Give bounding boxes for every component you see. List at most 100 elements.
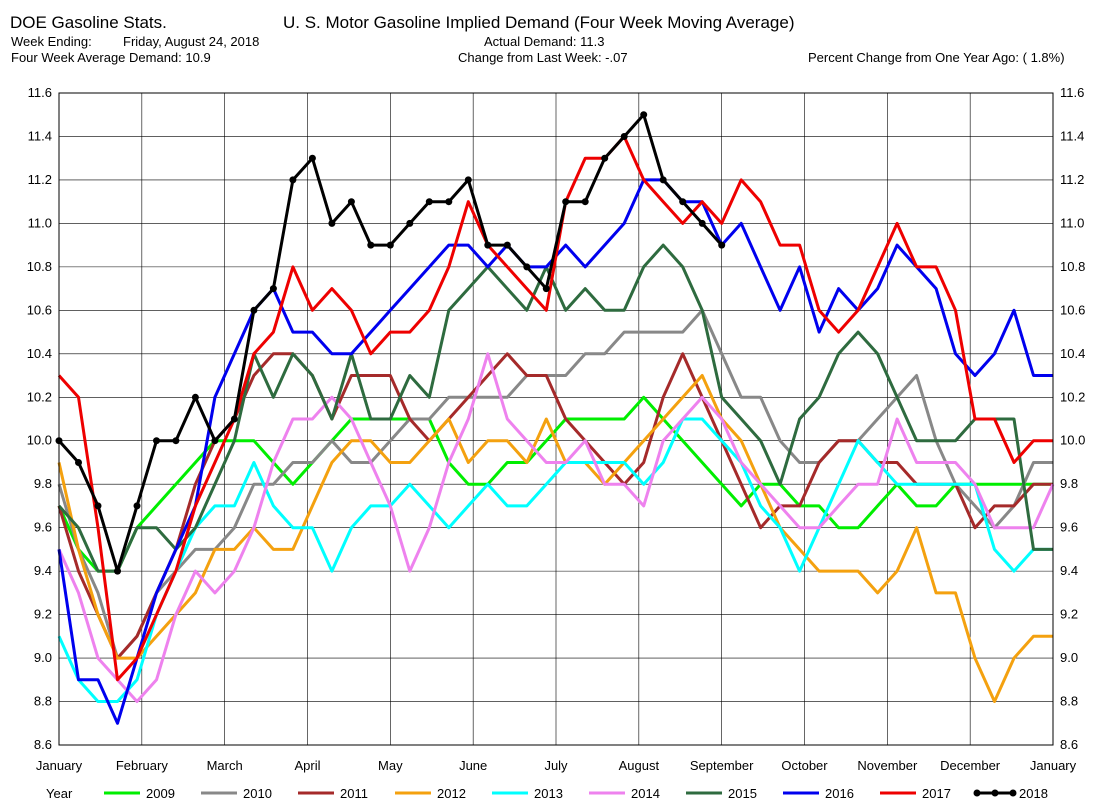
chart-title: U. S. Motor Gasoline Implied Demand (Fou… — [283, 13, 795, 32]
data-point-2018 — [230, 415, 238, 423]
legend-label-2016: 2016 — [825, 786, 854, 801]
series-line-2012 — [57, 374, 1053, 703]
legend-label-2015: 2015 — [728, 786, 757, 801]
legend-label-2018: 2018 — [1019, 786, 1048, 801]
x-tick-label: January — [1030, 758, 1077, 773]
y-tick-label-right: 10.4 — [1060, 346, 1085, 361]
y-tick-label-left: 11.2 — [28, 172, 52, 187]
data-point-2018 — [523, 263, 531, 271]
data-point-2018 — [679, 198, 687, 206]
data-point-2018 — [406, 219, 414, 227]
y-tick-label-right: 9.6 — [1060, 520, 1078, 535]
series-layer — [55, 111, 1055, 725]
data-point-2018 — [581, 198, 589, 206]
legend-label-2009: 2009 — [146, 786, 175, 801]
data-point-2018 — [425, 198, 433, 206]
data-point-2018 — [698, 219, 706, 227]
data-point-2018 — [562, 198, 570, 206]
y-tick-label-right: 8.6 — [1060, 737, 1078, 752]
y-tick-label-left: 9.2 — [34, 607, 52, 622]
y-tick-label-left: 9.6 — [34, 520, 52, 535]
data-point-2018 — [640, 111, 648, 119]
data-point-2018 — [445, 198, 453, 206]
series-line-2017 — [57, 135, 1053, 682]
x-tick-label: April — [294, 758, 320, 773]
legend-label-2012: 2012 — [437, 786, 466, 801]
legend-label-2013: 2013 — [534, 786, 563, 801]
data-point-2018 — [269, 285, 277, 293]
data-point-2018 — [503, 241, 511, 249]
y-tick-label-right: 8.8 — [1060, 694, 1078, 709]
percent-change-year: Percent Change from One Year Ago: ( 1.8%… — [808, 50, 1065, 65]
y-tick-label-right: 10.8 — [1060, 259, 1085, 274]
series-line-2013 — [57, 417, 1053, 703]
legend-label-2010: 2010 — [243, 786, 272, 801]
axis-ticks: 8.6 8.6 8.8 8.8 9.0 9.0 9.2 9.2 9.4 9.4 9.6 9.6 9.8 9… — [27, 85, 1086, 773]
y-tick-label-right: 10.0 — [1060, 433, 1085, 448]
y-tick-label-right: 11.0 — [1060, 215, 1084, 230]
data-point-2018 — [620, 133, 628, 140]
y-tick-label-left: 10.8 — [27, 259, 52, 274]
x-tick-label: June — [459, 758, 487, 773]
data-point-2018 — [308, 154, 316, 162]
data-point-2018 — [172, 437, 180, 445]
legend-marker-2018 — [1009, 789, 1017, 797]
y-tick-label-right: 10.2 — [1060, 389, 1085, 404]
x-tick-label: May — [378, 758, 403, 773]
y-tick-label-left: 10.4 — [27, 346, 52, 361]
y-tick-label-left: 11.6 — [28, 85, 52, 100]
y-tick-label-left: 9.0 — [34, 650, 52, 665]
legend-label-2011: 2011 — [340, 786, 368, 801]
series-line-2015 — [57, 243, 1053, 573]
y-tick-label-right: 11.6 — [1060, 85, 1084, 100]
data-point-2018 — [464, 176, 472, 184]
data-point-2018 — [94, 502, 102, 510]
data-point-2018 — [386, 241, 394, 249]
y-tick-label-left: 10.0 — [27, 433, 52, 448]
data-point-2018 — [153, 437, 160, 445]
y-tick-label-right: 10.6 — [1060, 302, 1085, 317]
x-tick-label: September — [690, 758, 754, 773]
plot-frame — [58, 92, 1054, 746]
y-tick-label-right: 9.4 — [1060, 563, 1078, 578]
data-point-2018 — [347, 198, 355, 206]
y-tick-label-right: 9.2 — [1060, 607, 1078, 622]
y-tick-label-left: 10.6 — [27, 302, 52, 317]
legend: Year 2009 2010 2011 2012 2013 2014 2015 2016 2017… — [46, 786, 1048, 801]
series-line-2010 — [57, 308, 1053, 660]
legend-marker-2018 — [973, 789, 981, 797]
data-point-2018 — [484, 241, 492, 249]
source-label: DOE Gasoline Stats. — [10, 13, 167, 32]
x-tick-label: October — [781, 758, 828, 773]
x-tick-label: March — [207, 758, 243, 773]
y-tick-label-left: 9.8 — [34, 476, 52, 491]
data-point-2018 — [289, 176, 297, 184]
y-tick-label-left: 8.6 — [34, 737, 52, 752]
x-tick-label: August — [619, 758, 660, 773]
y-tick-label-right: 9.8 — [1060, 476, 1078, 491]
x-tick-label: January — [36, 758, 83, 773]
x-tick-label: December — [940, 758, 1001, 773]
y-tick-label-left: 11.0 — [28, 215, 52, 230]
data-point-2018 — [601, 154, 609, 162]
x-tick-label: July — [544, 758, 568, 773]
data-point-2018 — [367, 241, 375, 249]
y-tick-label-left: 10.2 — [27, 389, 52, 404]
change-from-last-week: Change from Last Week: -.07 — [458, 50, 628, 65]
actual-demand: Actual Demand: 11.3 — [484, 34, 605, 49]
y-tick-label-left: 9.4 — [34, 563, 52, 578]
data-point-2018 — [659, 176, 667, 184]
data-point-2018 — [542, 285, 550, 293]
data-point-2018 — [75, 459, 82, 466]
data-point-2018 — [718, 241, 726, 249]
week-ending-value: Friday, August 24, 2018 — [123, 34, 260, 49]
data-point-2018 — [211, 437, 219, 445]
data-point-2018 — [328, 219, 336, 227]
legend-label-2014: 2014 — [631, 786, 660, 801]
y-tick-label-left: 8.8 — [34, 694, 52, 709]
data-point-2018 — [133, 502, 141, 510]
data-point-2018 — [191, 393, 199, 401]
data-point-2018 — [250, 306, 258, 314]
week-ending-label: Week Ending: — [11, 34, 92, 49]
